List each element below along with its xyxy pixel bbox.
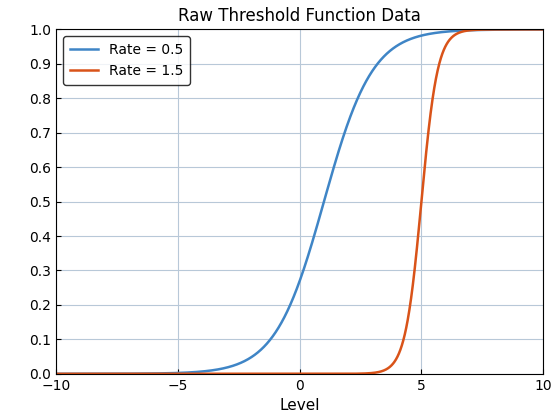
Rate = 1.5 — [436, 60, 443, 65]
Rate = 0.5 — [436, 30, 443, 35]
Rate = 1.5 — [53, 371, 59, 376]
Rate = 0.5 — [277, 323, 283, 328]
Rate = 0.5 — [290, 296, 296, 301]
Rate = 1.5 — [290, 371, 296, 376]
Line: Rate = 0.5: Rate = 0.5 — [56, 29, 543, 374]
Rate = 1.5 — [277, 371, 283, 376]
Rate = 1.5 — [77, 371, 84, 376]
X-axis label: Level: Level — [279, 398, 320, 413]
Rate = 0.5 — [526, 27, 533, 32]
Rate = 0.5 — [77, 371, 84, 376]
Rate = 0.5 — [53, 371, 59, 376]
Legend: Rate = 0.5, Rate = 1.5: Rate = 0.5, Rate = 1.5 — [63, 37, 190, 85]
Title: Raw Threshold Function Data: Raw Threshold Function Data — [178, 7, 421, 25]
Rate = 1.5 — [525, 27, 532, 32]
Rate = 1.5 — [526, 27, 533, 32]
Rate = 0.5 — [540, 27, 547, 32]
Rate = 0.5 — [525, 27, 532, 32]
Rate = 1.5 — [540, 27, 547, 32]
Line: Rate = 1.5: Rate = 1.5 — [56, 29, 543, 374]
